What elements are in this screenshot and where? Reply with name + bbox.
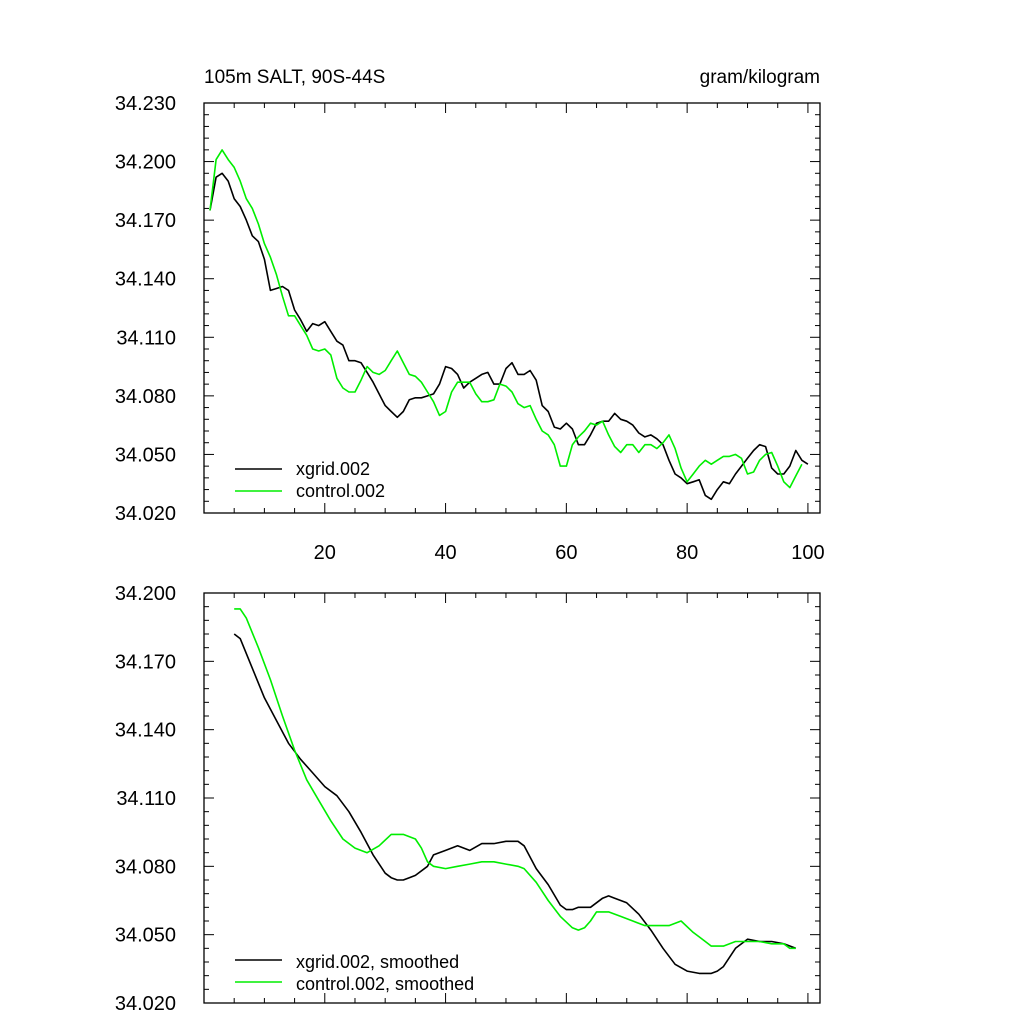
x-tick-label: 100 xyxy=(791,542,824,564)
series-line-control xyxy=(234,608,796,950)
legend-label-xgrid-smoothed: xgrid.002, smoothed xyxy=(296,952,459,972)
y-tick-label: 34.110 xyxy=(116,788,176,810)
x-tick-label: 40 xyxy=(434,542,456,564)
y-tick-label: 34.020 xyxy=(115,993,176,1015)
y-tick-label: 34.020 xyxy=(115,503,176,525)
y-tick-label: 34.170 xyxy=(115,210,176,232)
y-tick-label: 34.170 xyxy=(115,651,176,673)
y-tick-label: 34.140 xyxy=(115,269,176,291)
bottom-panel: 34.200 34.170 34.140 34.110 34.080 34.050 34.0… xyxy=(115,583,821,1015)
top-panel: 105m SALT, 90S-44S gram/kilogram 34.230 3… xyxy=(115,67,825,564)
legend: xgrid.002 control.002 xyxy=(235,459,385,501)
series-line-control xyxy=(209,149,803,489)
y-tick-label: 34.200 xyxy=(115,152,176,174)
y-tick-label: 34.230 xyxy=(115,93,176,115)
series-line-xgrid xyxy=(209,172,809,501)
y-tick-label: 34.140 xyxy=(115,720,176,742)
x-tick-label: 80 xyxy=(676,542,698,564)
legend: xgrid.002, smoothed control.002, smoothe… xyxy=(235,952,474,994)
panel-title-right: gram/kilogram xyxy=(700,67,820,88)
plot-frame xyxy=(203,102,821,514)
legend-label-control-smoothed: control.002, smoothed xyxy=(296,974,474,994)
x-tick-label: 60 xyxy=(555,542,577,564)
series-line-xgrid xyxy=(233,633,797,975)
legend-label-xgrid: xgrid.002 xyxy=(296,459,370,479)
y-tick-label: 34.080 xyxy=(115,386,176,408)
y-tick-label: 34.080 xyxy=(115,856,176,878)
legend-label-control: control.002 xyxy=(296,481,385,501)
x-tick-label: 20 xyxy=(314,542,336,564)
plot-frame xyxy=(203,592,821,1004)
y-tick-label: 34.200 xyxy=(115,583,176,605)
y-tick-label: 34.110 xyxy=(116,327,176,349)
y-tick-label: 34.050 xyxy=(115,925,176,947)
panel-title-left: 105m SALT, 90S-44S xyxy=(204,67,385,88)
y-tick-label: 34.050 xyxy=(115,444,176,466)
